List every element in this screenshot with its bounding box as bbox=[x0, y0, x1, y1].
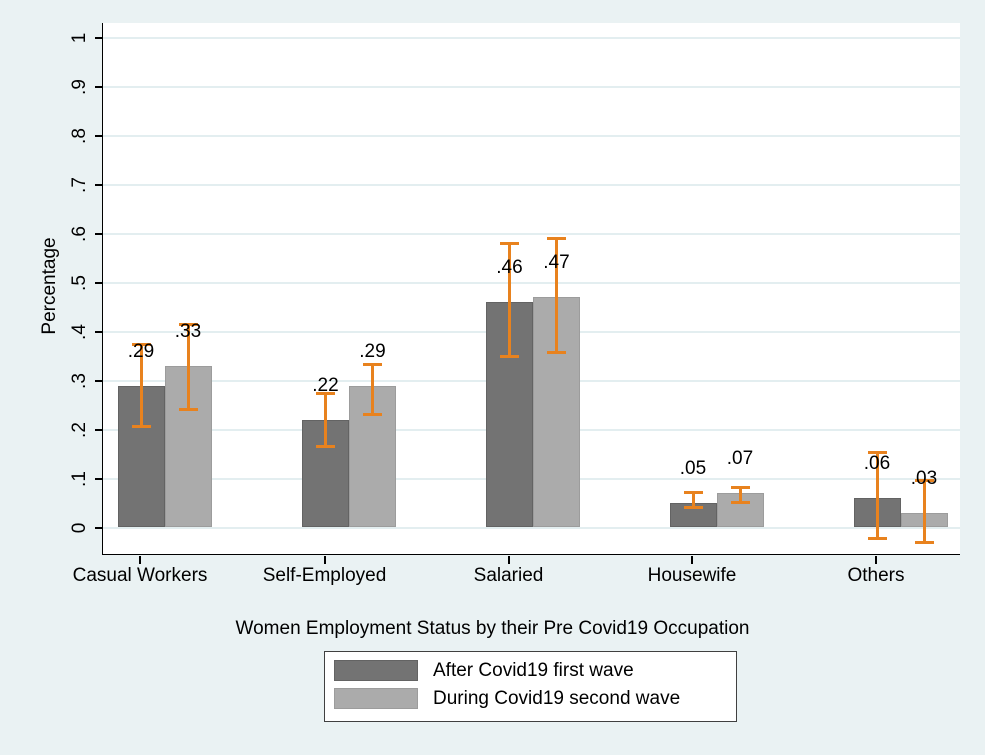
error-bar-cap-top bbox=[547, 237, 566, 241]
error-bar-cap-bottom bbox=[547, 351, 566, 355]
error-bar-line bbox=[186, 324, 190, 410]
y-axis-tick bbox=[95, 232, 103, 235]
x-axis-category-label: Casual Workers bbox=[72, 565, 208, 586]
error-bar-cap-top bbox=[178, 323, 198, 327]
y-axis-tick bbox=[95, 477, 103, 480]
y-axis-title: Percentage bbox=[39, 237, 60, 335]
legend: After Covid19 first wave During Covid19 s… bbox=[324, 651, 737, 722]
error-bar-cap-top bbox=[131, 342, 151, 346]
x-axis-tick bbox=[323, 556, 326, 564]
error-bar-line bbox=[324, 392, 327, 447]
bar-value-label: .05 bbox=[679, 458, 707, 480]
x-axis-tick bbox=[875, 556, 877, 564]
gridline bbox=[103, 183, 960, 186]
gridline bbox=[103, 526, 960, 529]
y-axis-tick-label: .9 bbox=[69, 79, 90, 95]
error-bar-cap-top bbox=[867, 450, 887, 454]
bar-value-label: .29 bbox=[359, 340, 386, 362]
legend-label: After Covid19 first wave bbox=[433, 660, 634, 681]
y-axis-tick-label: .7 bbox=[69, 176, 90, 193]
x-axis-tick bbox=[139, 556, 141, 564]
y-axis-tick bbox=[95, 526, 103, 529]
gridline bbox=[103, 37, 960, 39]
error-bar-line bbox=[139, 343, 143, 428]
error-bar-line bbox=[691, 492, 695, 508]
legend-row: After Covid19 first wave bbox=[334, 660, 736, 681]
bar-value-label: .46 bbox=[496, 257, 523, 279]
error-bar-cap-bottom bbox=[500, 355, 519, 359]
y-axis-tick-label: .3 bbox=[69, 372, 90, 389]
y-axis-tick-label: .8 bbox=[69, 127, 90, 144]
y-axis-tick-label: 1 bbox=[69, 32, 90, 44]
x-axis-category-label: Self-Employed bbox=[262, 565, 387, 586]
error-bar-cap-bottom bbox=[363, 412, 382, 416]
y-axis-tick bbox=[95, 379, 103, 382]
bar-value-label: .07 bbox=[726, 448, 754, 470]
y-axis-tick-label: .5 bbox=[69, 274, 90, 291]
error-bar-cap-top bbox=[316, 391, 335, 395]
bar-series1-casual-workers bbox=[117, 385, 165, 528]
plot-area: .29 .22 .46 .05 .06 .33 .29 .47 .07 .03 bbox=[102, 23, 960, 555]
error-bar-cap-top bbox=[500, 242, 519, 246]
y-axis-tick-label: 0 bbox=[69, 522, 90, 533]
y-axis-tick bbox=[95, 330, 103, 333]
y-axis-tick-label: .2 bbox=[69, 421, 90, 438]
error-bar-cap-top bbox=[683, 491, 703, 495]
bar-value-label: .29 bbox=[127, 340, 155, 362]
bar-value-label: .47 bbox=[543, 252, 570, 274]
y-axis-tick-label: .1 bbox=[69, 470, 90, 487]
x-axis-tick bbox=[507, 556, 510, 564]
error-bar-line bbox=[875, 451, 879, 540]
error-bar-cap-bottom bbox=[867, 537, 887, 541]
error-bar-line bbox=[508, 243, 511, 358]
gridline bbox=[103, 85, 960, 88]
y-axis-tick bbox=[95, 183, 103, 186]
y-axis-tick-label: .4 bbox=[69, 323, 90, 340]
gridline bbox=[103, 134, 960, 137]
x-axis-category-label: Housewife bbox=[647, 565, 737, 586]
y-axis-tick bbox=[95, 37, 103, 39]
legend-swatch-series1 bbox=[334, 660, 418, 681]
error-bar-cap-bottom bbox=[316, 444, 335, 448]
error-bar-cap-bottom bbox=[131, 425, 151, 429]
error-bar-cap-bottom bbox=[683, 505, 703, 509]
bar-value-label: .03 bbox=[910, 467, 938, 489]
gridline bbox=[103, 232, 960, 235]
legend-swatch-series2 bbox=[334, 688, 418, 709]
error-bar-cap-top bbox=[730, 485, 750, 489]
error-bar-line bbox=[555, 238, 558, 354]
bar-value-label: .33 bbox=[174, 320, 202, 342]
error-bar-cap-top bbox=[914, 479, 934, 483]
error-bar-line bbox=[738, 486, 742, 503]
y-axis-tick-label: .6 bbox=[69, 225, 90, 242]
x-axis-title: Women Employment Status by their Pre Cov… bbox=[235, 618, 750, 639]
error-bar-line bbox=[922, 480, 926, 543]
x-axis-category-label: Others bbox=[847, 565, 905, 586]
error-bar-line bbox=[371, 363, 374, 415]
error-bar-cap-bottom bbox=[178, 408, 198, 412]
legend-label: During Covid19 second wave bbox=[433, 688, 681, 709]
gridline bbox=[103, 281, 960, 284]
error-bar-cap-bottom bbox=[914, 540, 934, 544]
x-axis-category-label: Salaried bbox=[473, 565, 544, 586]
y-axis-tick bbox=[95, 85, 103, 88]
y-axis-tick bbox=[95, 428, 103, 431]
legend-row: During Covid19 second wave bbox=[334, 688, 736, 709]
y-axis-tick bbox=[95, 134, 103, 137]
bar-value-label: .22 bbox=[312, 374, 339, 396]
x-axis-tick bbox=[691, 556, 693, 564]
error-bar-cap-top bbox=[363, 362, 382, 366]
error-bar-cap-bottom bbox=[730, 501, 750, 505]
y-axis-tick bbox=[95, 281, 103, 284]
bar-value-label: .06 bbox=[863, 453, 891, 475]
